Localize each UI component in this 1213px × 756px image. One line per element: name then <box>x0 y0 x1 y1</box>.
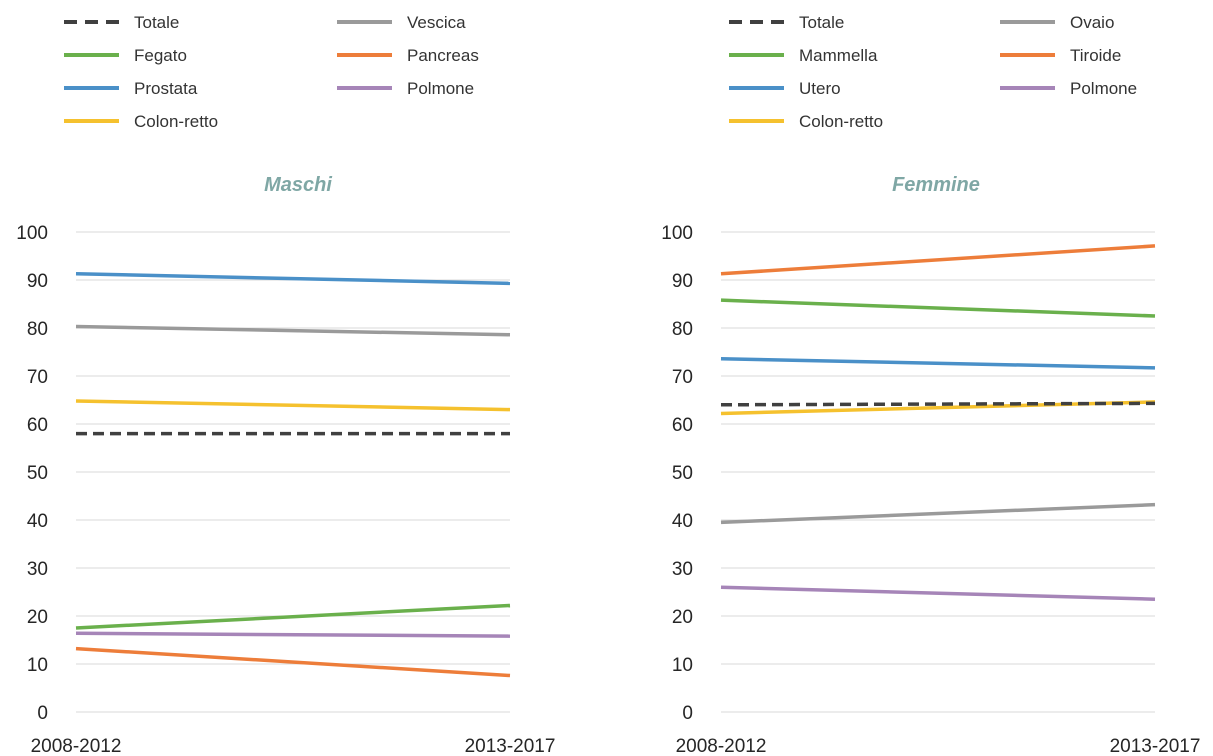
y-tick-label: 100 <box>16 223 48 244</box>
legend-label-polmone: Polmone <box>407 79 474 98</box>
chart-title: Femmine <box>892 174 980 196</box>
y-tick-label: 80 <box>672 319 693 340</box>
legend-label-fegato: Fegato <box>134 46 187 65</box>
x-tick-label: 2013-2017 <box>1110 736 1201 756</box>
y-tick-label: 70 <box>672 367 693 388</box>
y-tick-label: 70 <box>27 367 48 388</box>
y-tick-label: 10 <box>27 655 48 676</box>
series-line-polmone <box>75 631 511 638</box>
legend-label-vescica: Vescica <box>407 13 466 32</box>
legend-label-prostata: Prostata <box>134 79 198 98</box>
y-tick-label: 60 <box>672 415 693 436</box>
y-tick-label: 0 <box>37 703 48 724</box>
y-tick-label: 90 <box>27 271 48 292</box>
y-tick-label: 40 <box>672 511 693 532</box>
series-line-utero <box>720 356 1156 370</box>
y-tick-label: 100 <box>661 223 693 244</box>
y-tick-label: 30 <box>27 559 48 580</box>
legend-label-colon-retto: Colon-retto <box>799 112 883 131</box>
y-tick-label: 30 <box>672 559 693 580</box>
legend-label-totale: Totale <box>134 13 179 32</box>
legend-label-ovaio: Ovaio <box>1070 13 1114 32</box>
y-tick-label: 50 <box>672 463 693 484</box>
legend-label-polmone: Polmone <box>1070 79 1137 98</box>
series-line-totale <box>720 401 1156 407</box>
chart-title: Maschi <box>264 174 332 196</box>
series-line-ovaio <box>720 502 1156 525</box>
y-tick-label: 80 <box>27 319 48 340</box>
series-line-colon-retto <box>720 400 1156 416</box>
legend-label-totale: Totale <box>799 13 844 32</box>
y-tick-label: 20 <box>672 607 693 628</box>
legend-label-pancreas: Pancreas <box>407 46 479 65</box>
series-line-prostata <box>75 272 511 286</box>
series-line-polmone <box>720 585 1156 601</box>
series-line-mammella <box>720 298 1156 318</box>
y-tick-label: 0 <box>682 703 693 724</box>
y-tick-label: 60 <box>27 415 48 436</box>
y-tick-label: 10 <box>672 655 693 676</box>
chart-panel-maschi: 0 10 20 30 40 50 60 70 80 90 100 2008-2012 2013-2017… <box>16 13 555 756</box>
series-line-vescica <box>75 324 511 337</box>
legend-label-utero: Utero <box>799 79 841 98</box>
x-tick-label: 2008-2012 <box>31 736 122 756</box>
series-line-fegato <box>75 603 511 630</box>
series-line-pancreas <box>75 646 511 678</box>
x-tick-label: 2013-2017 <box>465 736 556 756</box>
y-tick-label: 50 <box>27 463 48 484</box>
legend-label-tiroide: Tiroide <box>1070 46 1121 65</box>
y-tick-label: 20 <box>27 607 48 628</box>
chart-panel-femmine: 0 10 20 30 40 50 60 70 80 90 100 2008-2012 2013-2017… <box>661 13 1200 756</box>
legend-label-mammella: Mammella <box>799 46 878 65</box>
series-line-tiroide <box>720 244 1156 276</box>
y-tick-label: 90 <box>672 271 693 292</box>
legend-label-colon-retto: Colon-retto <box>134 112 218 131</box>
series-line-colon-retto <box>75 399 511 412</box>
y-tick-label: 40 <box>27 511 48 532</box>
x-tick-label: 2008-2012 <box>676 736 767 756</box>
